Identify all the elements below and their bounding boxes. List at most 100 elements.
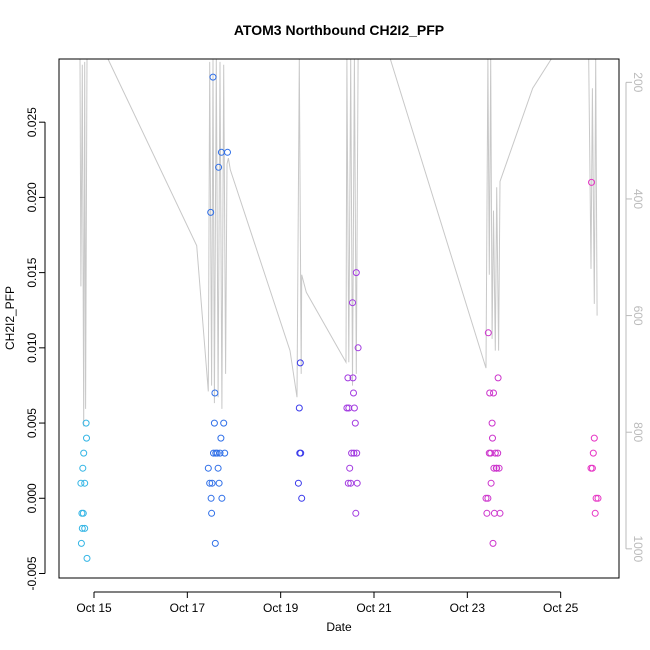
y-axis-label: CH2I2_PFP [3,286,17,350]
plot-frame [58,58,620,579]
data-point [351,419,359,427]
data-point [343,404,351,412]
right-tick-label: 600 [631,306,645,326]
y-tick-label: 0.000 [25,483,39,513]
data-point [588,464,596,472]
data-point [224,148,231,156]
data-point [208,509,216,517]
axes-layer: Oct 15 Oct 17 Oct 19 Oct 21 Oct 23 Oct 25 -0.0… [25,72,645,615]
data-point [218,494,226,502]
x-tick-label: Oct 15 [76,601,112,615]
data-point [484,494,492,502]
data-point [590,434,598,442]
data-point [213,449,221,457]
data-point [294,479,302,487]
data-point [353,449,361,457]
data-point [207,494,215,502]
data-points-layer [77,73,602,562]
data-point [491,449,499,457]
data-point [486,389,494,397]
right-tick-label: 200 [631,72,645,92]
data-point [217,434,225,442]
x-tick-label: Oct 23 [450,601,486,615]
data-point [495,464,503,472]
data-point [296,359,304,367]
data-point [80,449,88,457]
data-point [494,449,502,457]
data-point [211,389,219,397]
data-point [493,464,501,472]
data-point [354,344,362,352]
data-point [207,208,215,216]
x-tick-label: Oct 21 [356,601,392,615]
data-point [487,449,495,457]
right-tick-label: 800 [631,422,645,442]
data-point [81,524,89,532]
data-point [353,479,361,487]
data-point [344,479,352,487]
data-point [208,479,216,487]
data-point [81,479,89,487]
pressure-trace-layer [79,58,598,427]
data-point [592,494,600,502]
data-point [77,479,85,487]
data-point [83,554,91,562]
data-point [589,449,597,457]
x-tick-label: Oct 17 [170,601,206,615]
data-point [487,479,495,487]
data-point [82,419,90,427]
data-point [483,509,491,517]
data-point [79,464,87,472]
y-tick-label: 0.020 [25,182,39,212]
data-point [496,509,504,517]
data-point [78,524,86,532]
data-point [588,178,595,186]
data-point [215,163,223,171]
y-tick-label: 0.010 [25,332,39,362]
y-tick-label: 0.015 [25,257,39,287]
data-point [79,509,87,517]
x-tick-label: Oct 25 [543,601,579,615]
data-point [490,389,497,397]
y-tick-label: 0.005 [25,408,39,438]
data-point [594,494,602,502]
data-point [348,449,356,457]
data-point [216,449,224,457]
data-point [298,494,306,502]
data-point [83,434,90,442]
data-point [346,464,354,472]
data-point [349,299,356,307]
data-point [482,494,490,502]
data-point [211,539,219,547]
y-tick-label: -0.005 [25,556,39,590]
right-tick-label: 1000 [631,535,645,562]
data-point [352,509,360,517]
data-point [206,479,214,487]
data-point [297,449,305,457]
x-tick-label: Oct 19 [263,601,299,615]
data-point [349,374,357,382]
x-axis-label: Date [326,620,352,634]
data-point [210,419,218,427]
data-point [350,389,357,397]
data-point [350,404,358,412]
y-tick-label: 0.025 [25,107,39,137]
data-point [220,419,228,427]
data-point [209,73,217,81]
data-point [489,434,496,442]
data-point [221,449,229,457]
data-point [489,539,497,547]
data-point [215,479,223,487]
data-point [352,269,360,277]
data-point [591,509,599,517]
data-point [490,464,498,472]
data-point [295,404,303,412]
data-point [344,374,352,382]
data-point [350,449,358,457]
data-point [214,464,222,472]
data-point [484,329,492,337]
data-point [77,539,85,547]
data-point [204,464,212,472]
right-tick-label: 400 [631,189,645,209]
